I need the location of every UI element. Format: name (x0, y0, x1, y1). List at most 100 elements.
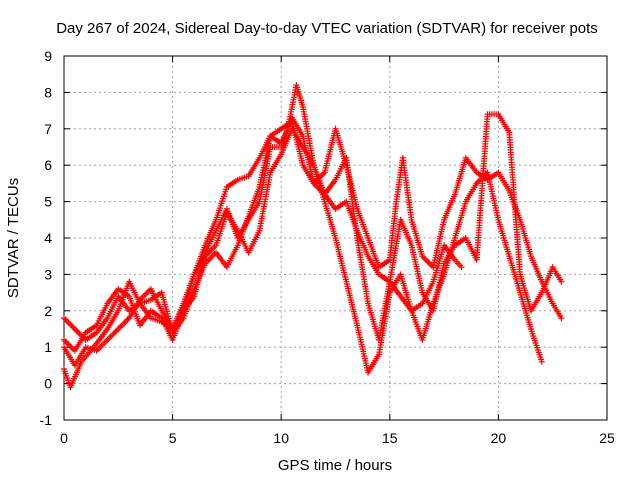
data-point (497, 113, 500, 116)
data-point (117, 310, 120, 312)
data-point (454, 193, 456, 196)
data-point (530, 328, 532, 330)
data-point (150, 317, 152, 319)
data-point (226, 208, 228, 210)
data-point (302, 164, 304, 166)
data-point (215, 219, 217, 221)
data-point (95, 331, 98, 334)
x-tick-label: 0 (60, 430, 68, 446)
data-point (160, 310, 163, 312)
data-point (389, 259, 391, 261)
data-point (106, 339, 109, 341)
data-point (150, 310, 152, 312)
data-point (345, 280, 348, 283)
data-point (258, 200, 261, 203)
data-point (367, 302, 369, 305)
y-tick-label: 4 (44, 230, 52, 246)
data-point (530, 310, 532, 312)
data-point (95, 324, 98, 327)
x-tick-label: 10 (273, 430, 289, 446)
data-point (432, 280, 435, 283)
data-point (395, 200, 398, 203)
data-point (367, 255, 369, 257)
data-point (356, 324, 359, 327)
data-point (508, 189, 511, 192)
data-point (475, 259, 478, 261)
y-tick-label: -1 (40, 412, 53, 428)
data-point (460, 266, 463, 268)
data-point (193, 273, 196, 276)
series-marks (61, 82, 545, 376)
data-point (106, 302, 109, 305)
data-point (508, 255, 511, 257)
data-point (541, 360, 543, 363)
data-point (378, 266, 380, 268)
data-point (295, 84, 298, 86)
data-point (269, 135, 272, 137)
data-point (421, 291, 424, 294)
data-point (171, 339, 174, 341)
data-point (95, 350, 98, 352)
data-point (280, 146, 283, 148)
data-point (84, 339, 87, 341)
y-tick-label: 0 (44, 376, 52, 392)
data-point (356, 208, 359, 210)
y-axis-label: SDTVAR / TECUs (5, 178, 22, 298)
series-track-b (61, 82, 545, 376)
data-point (215, 251, 217, 254)
data-point (236, 237, 239, 239)
data-point (519, 219, 521, 221)
data-point (258, 229, 261, 232)
data-point (63, 346, 65, 349)
data-point (323, 171, 326, 174)
data-point (432, 266, 435, 268)
data-point (63, 317, 65, 319)
y-tick-label: 7 (44, 121, 52, 137)
data-point (389, 291, 391, 294)
data-point (378, 339, 380, 341)
data-point (269, 171, 272, 174)
data-point (454, 237, 456, 239)
data-point (236, 244, 239, 247)
y-tick-label: 3 (44, 266, 52, 282)
data-point (389, 280, 391, 283)
data-point (410, 310, 413, 312)
data-point (560, 317, 563, 319)
data-point (334, 128, 337, 130)
data-point (421, 339, 424, 341)
y-tick-label: 1 (44, 339, 52, 355)
data-point (465, 200, 467, 203)
data-point (74, 364, 76, 367)
data-point (312, 182, 315, 185)
data-point (139, 302, 141, 305)
data-point (312, 164, 315, 166)
x-tick-label: 20 (491, 430, 507, 446)
data-point (80, 360, 83, 363)
data-point (465, 157, 467, 159)
data-point (421, 302, 424, 305)
data-point (150, 299, 152, 301)
data-point (106, 317, 109, 319)
y-tick-label: 9 (44, 48, 52, 64)
data-point (193, 295, 196, 298)
data-point (117, 328, 120, 330)
data-point (443, 244, 445, 247)
data-point (399, 219, 402, 221)
data-point (345, 157, 348, 159)
data-point (302, 106, 304, 108)
data-point (215, 244, 217, 247)
data-point (367, 237, 369, 239)
data-point (302, 135, 304, 137)
data-point (560, 280, 563, 283)
axis-ticks: 0 5 10 15 20 25 -1 0 1 2 3 4 5 6 7 8 9 (40, 48, 615, 446)
series-marks (61, 111, 565, 354)
data-point (551, 266, 554, 268)
data-point (465, 237, 467, 239)
data-point (454, 259, 456, 261)
y-tick-label: 5 (44, 194, 52, 210)
data-point (280, 128, 283, 130)
data-point (128, 317, 130, 319)
data-point (247, 251, 250, 254)
data-point (486, 178, 489, 181)
